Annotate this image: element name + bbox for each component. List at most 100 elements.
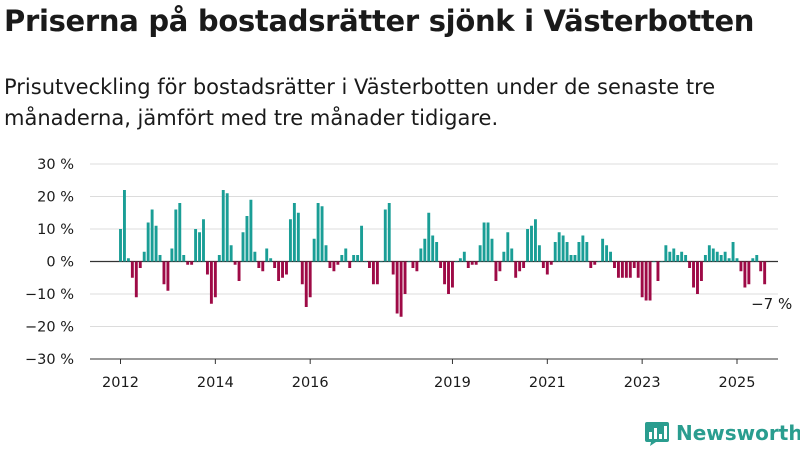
bar [620,261,624,278]
bar [383,209,387,262]
bar [285,261,288,275]
bar [158,255,162,262]
bar [352,255,356,262]
bar [636,261,640,278]
bar [379,261,383,263]
bar [688,261,692,268]
bar [454,261,458,263]
chart-subtitle: Prisutveckling för bostadsrätter i Väste… [4,75,716,130]
bar [221,190,225,262]
bar [277,261,281,281]
bar [751,258,755,262]
bar [198,232,201,262]
bar [648,261,652,301]
bar [605,245,609,262]
bar [506,232,510,262]
bar [213,261,217,298]
bar [447,261,450,294]
bar [747,261,751,285]
bar [292,203,296,262]
bar [194,229,198,262]
x-tick-label: 2019 [434,375,471,391]
bar [146,222,150,262]
bar [130,261,134,278]
bar [375,261,379,285]
bar [680,251,684,262]
bar [427,212,431,262]
bar [257,261,261,268]
bar [407,261,411,263]
bar [356,255,360,262]
bar [573,255,577,262]
bar [273,261,277,268]
bar [739,261,743,272]
bar [616,261,620,278]
newsworthy-logo-icon [645,422,669,446]
bar [348,261,352,268]
x-tick-label: 2016 [292,375,329,391]
bar [174,209,178,262]
bar [423,238,427,262]
bar [502,251,506,262]
bar [360,225,364,262]
bar [458,258,462,262]
bar [537,245,541,262]
bar [494,261,498,281]
bar [719,255,723,262]
bar [332,261,336,272]
x-tick-label: 2012 [102,375,139,391]
y-tick-label: −30 % [25,352,74,368]
bar [565,242,569,262]
bar [162,261,166,285]
bar [312,238,316,262]
bar [557,232,561,262]
bar [589,261,593,268]
bar [368,261,371,268]
bar [209,261,213,304]
bar [510,248,514,262]
bar [743,261,747,288]
bar [498,261,502,272]
bar [514,261,518,278]
bar [281,261,284,278]
bar [640,261,644,298]
bar [138,261,142,268]
bar [703,255,707,262]
bar [336,261,340,265]
bar [344,248,348,262]
bar [166,261,170,291]
bar [727,258,731,262]
bar [593,261,597,265]
bar [462,251,466,262]
bar [451,261,454,288]
bar [399,261,403,317]
bar [755,255,759,262]
bar [435,242,439,262]
bar [518,261,522,272]
bar [154,225,158,262]
bar [735,258,739,262]
bar [134,261,138,298]
y-tick-label: −20 % [25,320,74,336]
bar [202,219,205,262]
bar [217,255,221,262]
bar [288,219,292,262]
bar [561,235,565,262]
bar [229,245,233,262]
bar [490,238,494,262]
bar [628,261,632,278]
bar [656,261,660,281]
x-tick-label: 2025 [719,375,756,391]
bar [387,203,391,262]
bar [391,261,395,275]
bar [585,242,589,262]
bar [530,225,533,262]
bar [676,255,680,262]
bar [324,245,328,262]
bar [395,261,399,314]
bar [241,232,245,262]
bar [569,255,573,262]
bar [699,261,703,281]
bar [431,235,435,262]
bar [763,261,767,285]
